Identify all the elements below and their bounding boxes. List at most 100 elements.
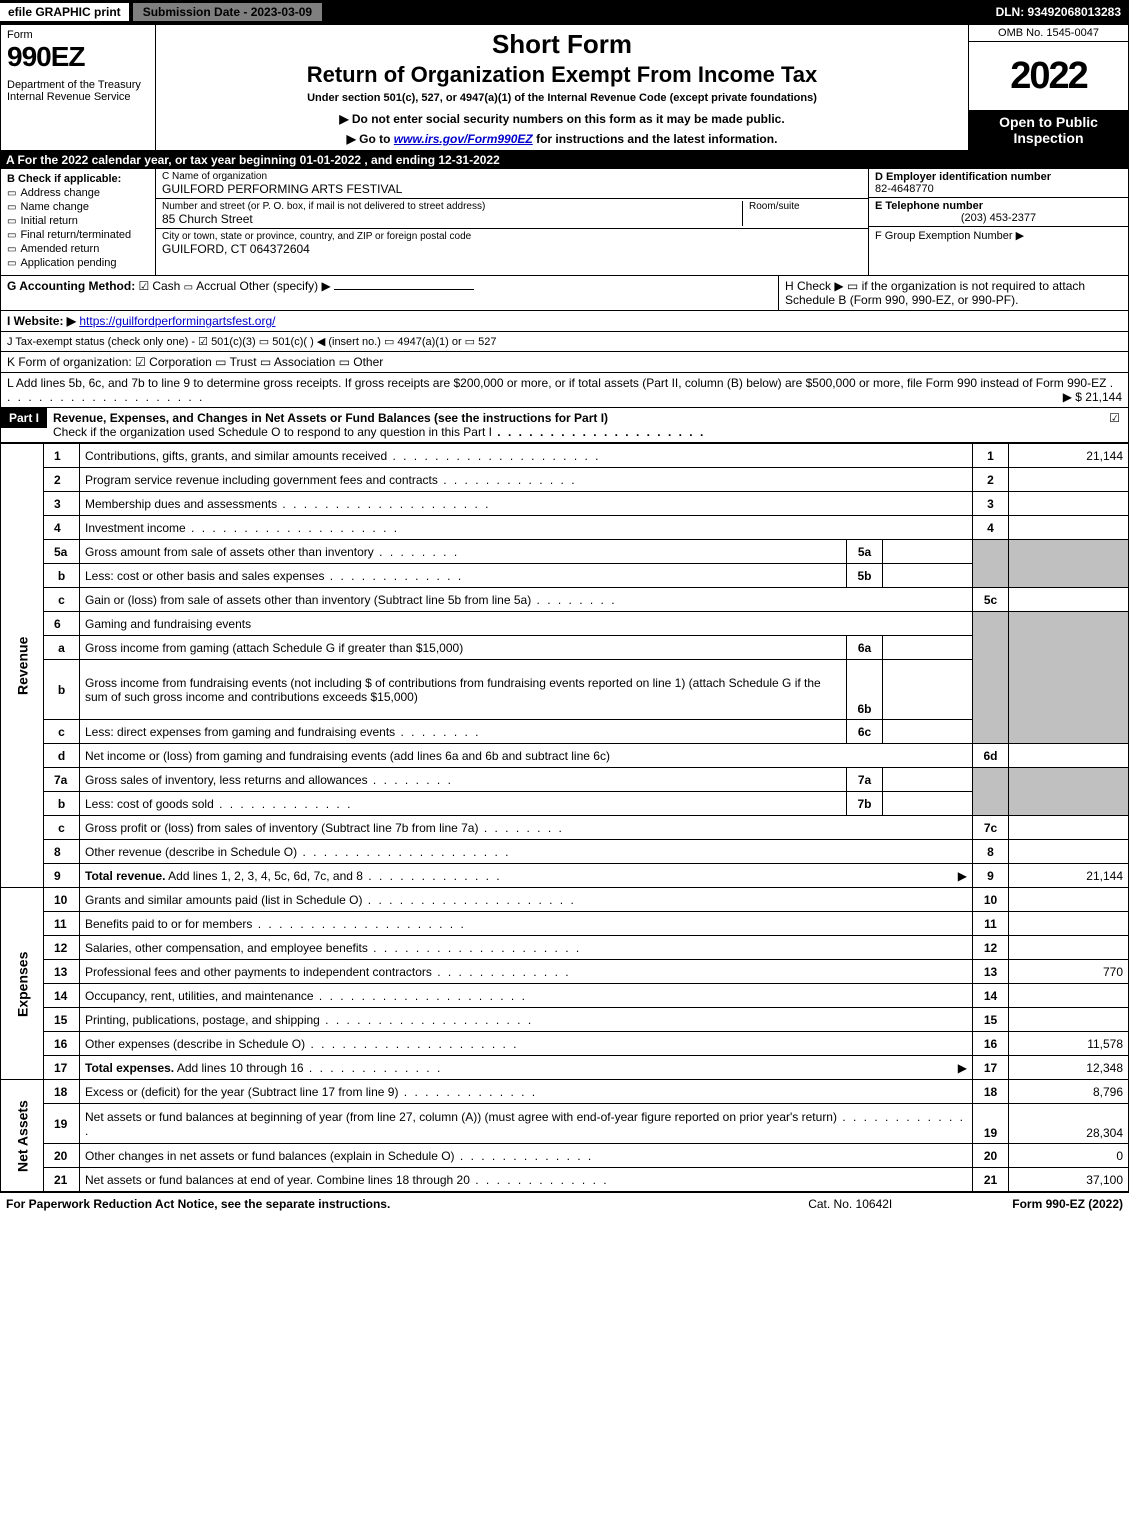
line-6c-num: c (44, 720, 80, 744)
line-5-shade (973, 540, 1009, 588)
ssn-note: ▶ Do not enter social security numbers o… (166, 112, 958, 126)
revenue-vert: Revenue (1, 444, 44, 888)
lines-table: Revenue 1 Contributions, gifts, grants, … (0, 443, 1129, 1192)
chk-address-change[interactable]: Address change (7, 187, 149, 199)
line-5c-amt (1009, 588, 1129, 612)
line-7a-num: 7a (44, 768, 80, 792)
line-2-box: 2 (973, 468, 1009, 492)
line-20-amt: 0 (1009, 1144, 1129, 1168)
line-11-box: 11 (973, 912, 1009, 936)
line-15-num: 15 (44, 1008, 80, 1032)
org-name-row: C Name of organization GUILFORD PERFORMI… (156, 169, 868, 199)
street-row: Number and street (or P. O. box, if mail… (156, 199, 868, 229)
col-c: C Name of organization GUILFORD PERFORMI… (156, 169, 868, 275)
goto-post: for instructions and the latest informat… (533, 132, 778, 146)
line-7a-subbox: 7a (847, 768, 883, 792)
line-6a-desc: Gross income from gaming (attach Schedul… (80, 636, 847, 660)
line-5b-subamt (883, 564, 973, 588)
line-7c-box: 7c (973, 816, 1009, 840)
chk-cash[interactable]: Cash (139, 279, 181, 293)
row-gh: G Accounting Method: Cash Accrual Other … (0, 276, 1129, 311)
group-exemption-label: F Group Exemption Number ▶ (875, 229, 1122, 242)
line-5-shade-amt (1009, 540, 1129, 588)
line-10-desc: Grants and similar amounts paid (list in… (80, 888, 973, 912)
form-subtitle: Under section 501(c), 527, or 4947(a)(1)… (166, 92, 958, 104)
line-17-amt: 12,348 (1009, 1056, 1129, 1080)
line-13-num: 13 (44, 960, 80, 984)
row-j: J Tax-exempt status (check only one) - ☑… (0, 332, 1129, 352)
chk-amended-return[interactable]: Amended return (7, 243, 149, 255)
line-11-desc: Benefits paid to or for members (80, 912, 973, 936)
line-20-desc: Other changes in net assets or fund bala… (80, 1144, 973, 1168)
line-1-num: 1 (44, 444, 80, 468)
phone-value: (203) 453-2377 (875, 212, 1122, 224)
line-19-num: 19 (44, 1104, 80, 1144)
irs-link[interactable]: www.irs.gov/Form990EZ (394, 132, 533, 146)
line-17-box: 17 (973, 1056, 1009, 1080)
line-9-desc: Total revenue. Total revenue. Add lines … (80, 864, 973, 888)
submission-date: Submission Date - 2023-03-09 (133, 3, 322, 21)
line-7b-subbox: 7b (847, 792, 883, 816)
line-7-shade-amt (1009, 768, 1129, 816)
row-g: G Accounting Method: Cash Accrual Other … (1, 276, 778, 310)
col-def: D Employer identification number 82-4648… (868, 169, 1128, 275)
line-4-box: 4 (973, 516, 1009, 540)
l-text: L Add lines 5b, 6c, and 7b to line 9 to … (7, 376, 1106, 390)
line-6d-desc: Net income or (loss) from gaming and fun… (80, 744, 973, 768)
line-10-box: 10 (973, 888, 1009, 912)
line-12-amt (1009, 936, 1129, 960)
line-6d-amt (1009, 744, 1129, 768)
line-5a-desc: Gross amount from sale of assets other t… (80, 540, 847, 564)
chk-final-return[interactable]: Final return/terminated (7, 229, 149, 241)
line-14-desc: Occupancy, rent, utilities, and maintena… (80, 984, 973, 1008)
line-13-box: 13 (973, 960, 1009, 984)
line-11-amt (1009, 912, 1129, 936)
line-6d-box: 6d (973, 744, 1009, 768)
top-bar: efile GRAPHIC print Submission Date - 20… (0, 0, 1129, 24)
line-6b-num: b (44, 660, 80, 720)
line-18-amt: 8,796 (1009, 1080, 1129, 1104)
chk-accrual[interactable]: Accrual (184, 279, 236, 293)
line-7c-num: c (44, 816, 80, 840)
section-bcdef: B Check if applicable: Address change Na… (0, 169, 1129, 276)
line-6b-subbox: 6b (847, 660, 883, 720)
g-label: G Accounting Method: (7, 279, 135, 293)
part1-title: Revenue, Expenses, and Changes in Net As… (47, 408, 1104, 442)
line-8-desc: Other revenue (describe in Schedule O) (80, 840, 973, 864)
footer-left: For Paperwork Reduction Act Notice, see … (6, 1197, 390, 1211)
form-title: Return of Organization Exempt From Incom… (166, 62, 958, 88)
line-6-shade-amt (1009, 612, 1129, 744)
line-10-num: 10 (44, 888, 80, 912)
chk-application-pending[interactable]: Application pending (7, 257, 149, 269)
group-exemption-row: F Group Exemption Number ▶ (869, 227, 1128, 275)
tax-year: 2022 (969, 42, 1128, 110)
line-7b-num: b (44, 792, 80, 816)
line-2-amt (1009, 468, 1129, 492)
part1-checkbox[interactable] (1104, 408, 1128, 428)
line-6c-desc: Less: direct expenses from gaming and fu… (80, 720, 847, 744)
ein-row: D Employer identification number 82-4648… (869, 169, 1128, 198)
line-6c-subamt (883, 720, 973, 744)
goto-pre: ▶ Go to (347, 132, 394, 146)
city-label: City or town, state or province, country… (162, 231, 862, 242)
chk-name-change[interactable]: Name change (7, 201, 149, 213)
line-15-desc: Printing, publications, postage, and shi… (80, 1008, 973, 1032)
other-blank[interactable] (334, 289, 474, 290)
line-5b-desc: Less: cost or other basis and sales expe… (80, 564, 847, 588)
line-9-box: 9 (973, 864, 1009, 888)
line-8-amt (1009, 840, 1129, 864)
expenses-vert: Expenses (1, 888, 44, 1080)
dept-label: Department of the Treasury Internal Reve… (7, 79, 149, 103)
chk-initial-return[interactable]: Initial return (7, 215, 149, 227)
line-15-box: 15 (973, 1008, 1009, 1032)
i-label: I Website: ▶ (7, 314, 76, 328)
city-value: GUILFORD, CT 064372604 (162, 242, 862, 256)
line-5c-box: 5c (973, 588, 1009, 612)
line-8-num: 8 (44, 840, 80, 864)
footer-catno: Cat. No. 10642I (808, 1197, 892, 1211)
website-link[interactable]: https://guilfordperformingartsfest.org/ (79, 314, 275, 328)
line-6d-num: d (44, 744, 80, 768)
org-name-value: GUILFORD PERFORMING ARTS FESTIVAL (162, 182, 862, 196)
city-row: City or town, state or province, country… (156, 229, 868, 258)
line-15-amt (1009, 1008, 1129, 1032)
